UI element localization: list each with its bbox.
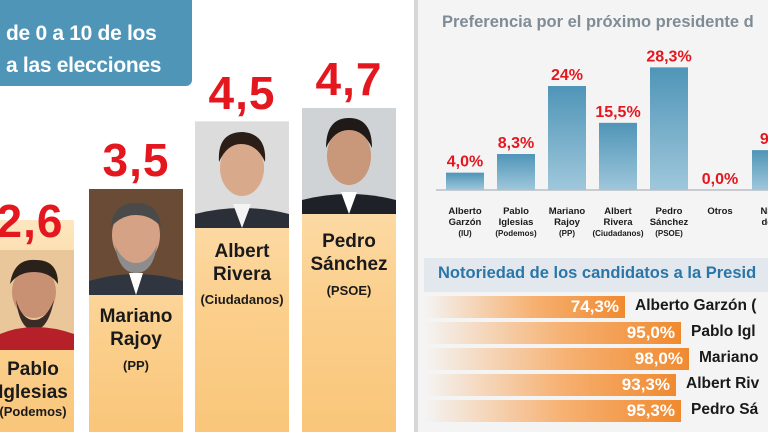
preference-category-label: (IU) <box>458 229 472 238</box>
score-rajoy: 3,5 <box>102 134 170 186</box>
preference-bar <box>752 150 768 190</box>
notoriety-value-label: 93,3% <box>621 375 670 394</box>
preference-category-label: Ning <box>760 206 768 217</box>
score-sanchez: 4,7 <box>315 53 383 105</box>
preference-category-label: (PP) <box>559 229 575 238</box>
preference-category-label: Pedro <box>656 206 683 217</box>
preference-value-label: 28,3% <box>646 48 691 65</box>
party-iglesias: (Podemos) <box>0 404 67 419</box>
party-rivera: (Ciudadanos) <box>200 292 284 307</box>
name-rivera: Albert Rivera <box>195 240 289 286</box>
preference-value-label: 4,0% <box>447 154 483 171</box>
preference-category-label: (Podemos) <box>495 229 537 238</box>
notoriety-candidate-label: Pablo Igl <box>691 323 756 340</box>
name-rajoy-line-2: Rajoy <box>110 329 162 350</box>
notoriety-row: 98,0% Mariano <box>424 348 768 370</box>
preference-category-label: Mariano <box>549 206 586 217</box>
preference-bar <box>650 67 688 190</box>
preference-category-label: Alberto <box>448 206 481 217</box>
left-panel: de 0 a 10 de los a las elecciones 2,6 Pa… <box>0 0 396 432</box>
preference-value-label: 15,5% <box>595 104 640 121</box>
name-iglesias-line-2: Iglesias <box>0 382 68 403</box>
notoriety-row: 74,3% Alberto Garzón ( <box>424 296 768 318</box>
preference-value-label: 8,3% <box>498 135 534 152</box>
preference-category-label: de e <box>761 217 768 228</box>
preference-category-label: Otros <box>707 206 732 217</box>
preference-category-label: Rivera <box>603 217 633 228</box>
name-rajoy-line-1: Mariano <box>99 306 173 327</box>
preference-chart-title: Preferencia por el próximo presidente d <box>442 13 754 31</box>
notoriety-candidate-label: Mariano <box>699 349 759 366</box>
preference-category-label: Garzón <box>449 217 482 228</box>
preference-value-label: 9,2 <box>760 131 768 148</box>
notoriety-value-label: 74,3% <box>570 297 619 316</box>
right-panel: Preferencia por el próximo presidente d … <box>418 0 768 432</box>
score-rivera: 4,5 <box>208 67 276 119</box>
title-line-2: a las elecciones <box>6 54 162 77</box>
name-sanchez-line-1: Pedro <box>322 231 376 252</box>
preference-category-label: (PSOE) <box>655 229 683 238</box>
notoriety-bar <box>424 296 625 318</box>
preference-chart: 4,0%AlbertoGarzón(IU)8,3%PabloIglesias(P… <box>436 48 768 238</box>
party-rajoy: (PP) <box>123 358 149 373</box>
preference-value-label: 0,0% <box>702 171 738 188</box>
preference-bar <box>599 122 637 190</box>
notoriety-value-label: 98,0% <box>634 349 683 368</box>
name-sanchez: Pedro Sánchez <box>302 230 396 276</box>
preference-bar <box>548 86 586 190</box>
preference-category-label: Pablo <box>503 206 529 217</box>
portrait-pablo-iglesias-icon <box>0 250 74 350</box>
name-iglesias: Pablo Iglesias <box>0 358 80 404</box>
preference-category-label: Sánchez <box>650 217 689 228</box>
preference-bar <box>446 172 484 190</box>
panel-divider <box>414 0 418 432</box>
name-rivera-line-1: Albert <box>214 241 270 262</box>
notoriety-header <box>424 258 768 292</box>
notoriety-bar <box>424 374 676 396</box>
notoriety-bar <box>424 400 681 422</box>
preference-category-label: Iglesias <box>499 217 534 228</box>
notoriety-row: 95,3% Pedro Sá <box>424 400 768 422</box>
preference-category-label: Rajoy <box>554 217 581 228</box>
name-rivera-line-2: Rivera <box>212 264 272 285</box>
portrait-albert-rivera-icon <box>195 122 289 228</box>
score-iglesias: 2,6 <box>0 195 64 247</box>
name-rajoy: Mariano Rajoy <box>89 305 183 351</box>
portrait-mariano-rajoy-icon <box>89 189 183 295</box>
notoriety-candidate-label: Pedro Sá <box>691 401 759 418</box>
notoriety-chart-title: Notoriedad de los candidatos a la Presid <box>438 264 757 282</box>
name-sanchez-line-2: Sánchez <box>310 254 388 275</box>
preference-category-label: Albert <box>604 206 632 217</box>
portrait-pedro-sanchez-icon <box>302 108 396 214</box>
party-sanchez: (PSOE) <box>326 283 372 298</box>
notoriety-value-label: 95,3% <box>626 401 675 420</box>
preference-value-label: 24% <box>551 67 583 84</box>
notoriety-row: 95,0% Pablo Igl <box>424 322 768 344</box>
notoriety-bar <box>424 322 681 344</box>
notoriety-row: 93,3% Albert Riv <box>424 374 768 396</box>
name-iglesias-line-1: Pablo <box>7 359 59 380</box>
preference-category-label: (Ciudadanos) <box>592 229 643 238</box>
preference-bar <box>497 154 535 190</box>
notoriety-value-label: 95,0% <box>626 323 675 342</box>
notoriety-candidate-label: Albert Riv <box>686 375 760 392</box>
notoriety-bar <box>424 348 689 370</box>
title-line-1: de 0 a 10 de los <box>6 22 157 45</box>
title-box: de 0 a 10 de los a las elecciones <box>0 0 192 86</box>
notoriety-candidate-label: Alberto Garzón ( <box>635 297 757 314</box>
